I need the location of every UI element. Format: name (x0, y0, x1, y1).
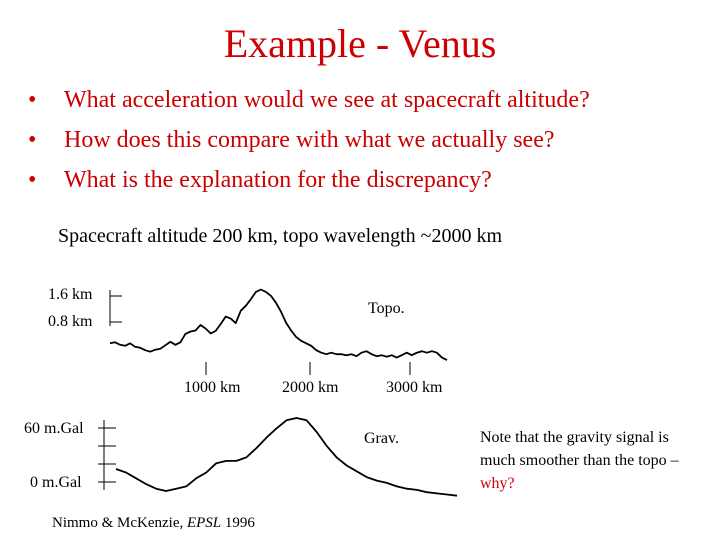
bullet-text: How does this compare with what we actua… (64, 127, 555, 153)
bullet-item: • How does this compare with what we actu… (28, 120, 590, 160)
citation-authors: Nimmo & McKenzie, (52, 515, 187, 531)
topo-series-label: Topo. (368, 300, 405, 317)
bullet-text: What is the explanation for the discrepa… (64, 167, 492, 193)
side-note-why: why? (480, 475, 515, 492)
bullet-item: • What is the explanation for the discrep… (28, 160, 590, 200)
citation-journal: EPSL (186, 515, 222, 531)
figure-subtitle: Spacecraft altitude 200 km, topo wavelen… (58, 225, 503, 247)
citation-year: 1996 (221, 515, 255, 531)
citation: Nimmo & McKenzie, EPSL 1996 (52, 515, 255, 532)
bullet-text: What acceleration would we see at spacec… (64, 87, 590, 113)
bullet-dot-icon: • (28, 87, 37, 113)
topo-y-tick-label: 0.8 km (48, 313, 93, 330)
grav-y-tick-label: 60 m.Gal (24, 420, 84, 437)
grav-y-tick-label: 0 m.Gal (30, 474, 82, 491)
topo-series-line (109, 288, 448, 361)
grav-series-label: Grav. (364, 430, 399, 447)
slide-title: Example - Venus (223, 21, 497, 66)
topo-x-tick-label: 1000 km (184, 379, 241, 396)
topo-x-tick-label: 3000 km (386, 379, 443, 396)
side-note: Note that the gravity signal is much smo… (480, 426, 685, 495)
topo-x-tick-label: 2000 km (282, 379, 339, 396)
topo-y-tick-label: 1.6 km (48, 286, 93, 303)
bullet-item: • What acceleration would we see at space… (28, 80, 590, 120)
bullet-dot-icon: • (28, 167, 37, 193)
side-note-text: Note that the gravity signal is much smo… (480, 429, 679, 469)
bullet-dot-icon: • (28, 127, 37, 153)
grav-series-line (115, 417, 458, 497)
bullet-list: • What acceleration would we see at space… (28, 80, 590, 200)
